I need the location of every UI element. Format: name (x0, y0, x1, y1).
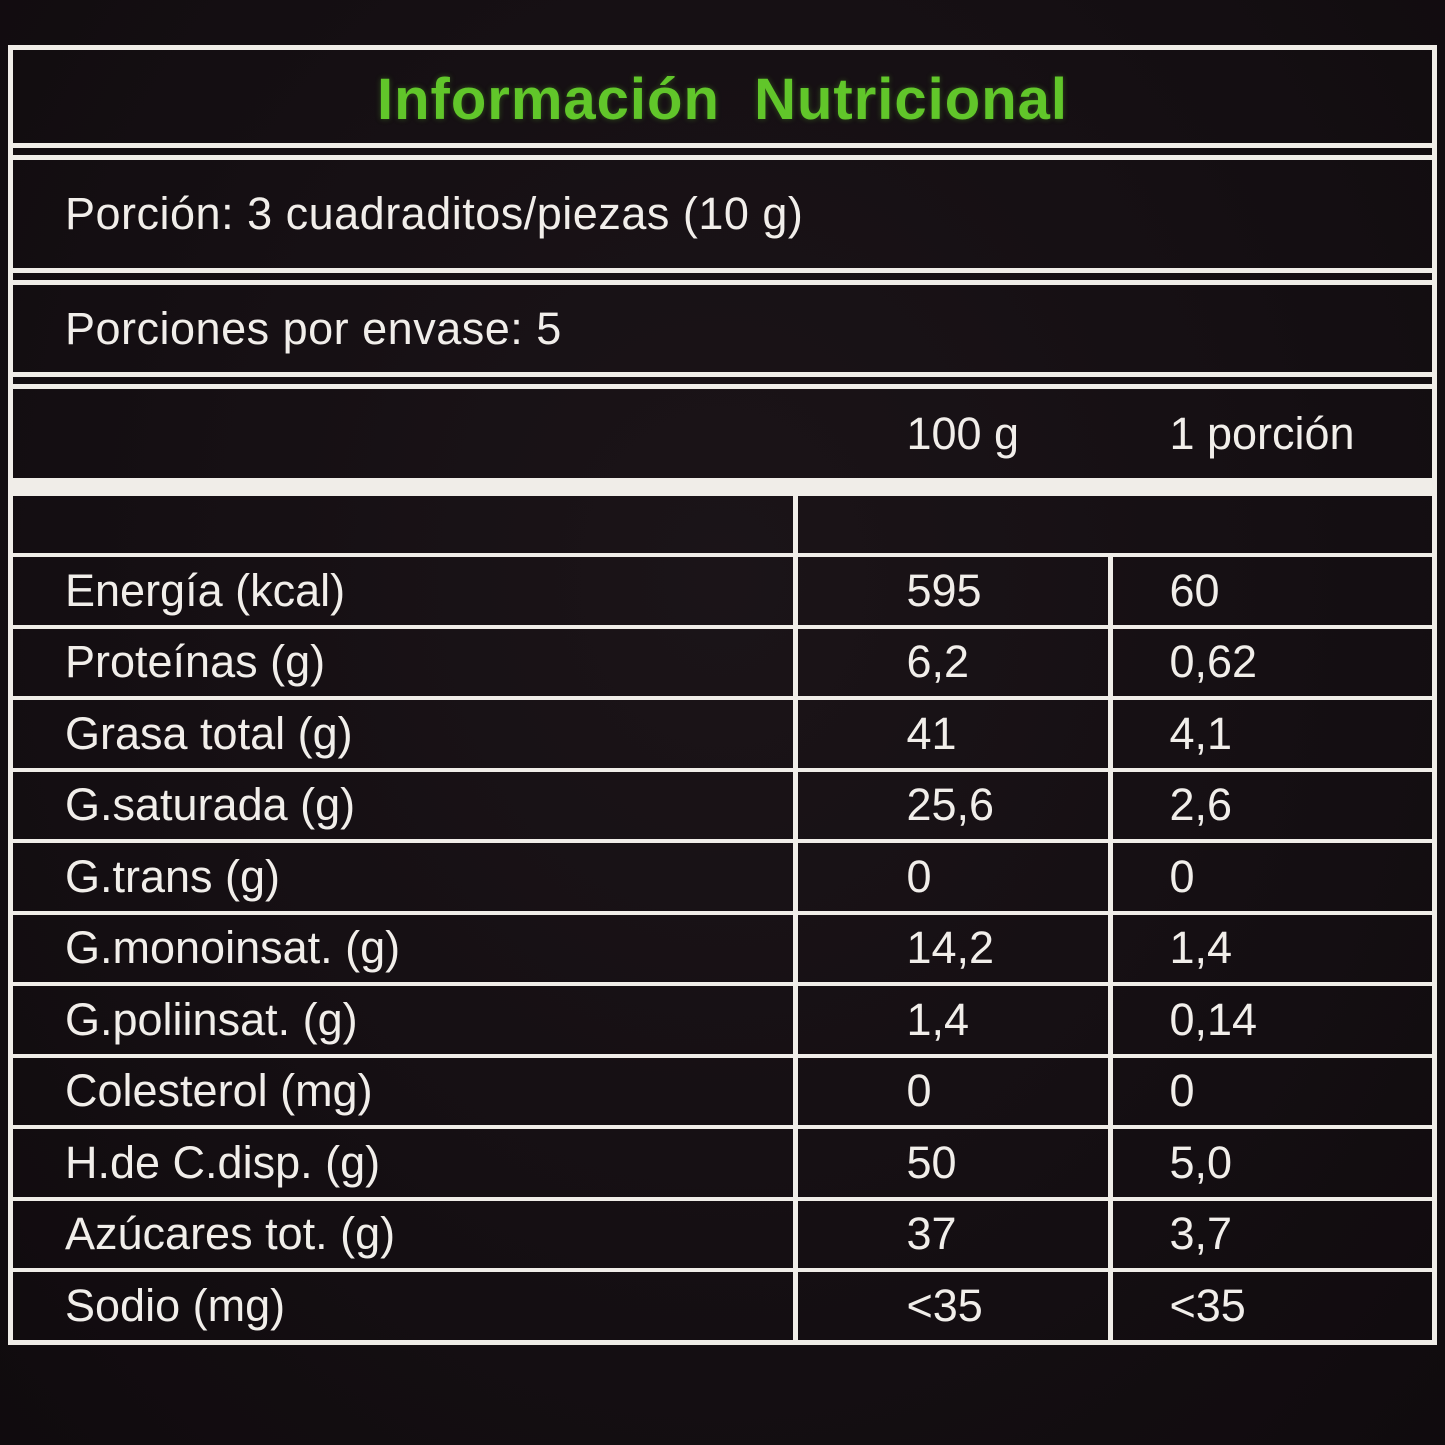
value-per-serving: 0,14 (1108, 986, 1432, 1054)
value-per-100g: 25,6 (793, 771, 1108, 839)
nutrient-label: Colesterol (mg) (65, 1065, 373, 1117)
nutrient-row: Colesterol (mg) 0 0 (13, 1053, 1432, 1125)
nutrient-row: G.trans (g) 0 0 (13, 839, 1432, 911)
nutrient-label: G.poliinsat. (g) (65, 993, 358, 1045)
header-spacer-row (13, 496, 1432, 553)
divider-under-serving (13, 268, 1432, 285)
value-per-100g: 6,2 (793, 628, 1108, 696)
nutrient-label: Azúcares tot. (g) (65, 1208, 396, 1260)
serving-size-text: Porción: 3 cuadraditos/piezas (10 g) (65, 188, 804, 239)
value-per-100g: <35 (793, 1272, 1108, 1340)
nutrient-row: G.poliinsat. (g) 1,4 0,14 (13, 982, 1432, 1054)
nutrient-label: G.saturada (g) (65, 779, 356, 831)
servings-per-container-text: Porciones por envase: 5 (65, 302, 562, 354)
value-per-serving: 3,7 (1108, 1200, 1432, 1268)
value-per-100g: 595 (793, 557, 1108, 625)
column-header-empty (13, 389, 793, 478)
nutrient-label: G.monoinsat. (g) (65, 922, 401, 974)
value-per-100g: 37 (793, 1200, 1108, 1268)
value-per-serving: 0 (1108, 1057, 1432, 1125)
nutrient-row: H.de C.disp. (g) 50 5,0 (13, 1125, 1432, 1197)
value-per-100g: 14,2 (793, 914, 1108, 982)
nutrient-row: G.saturada (g) 25,6 2,6 (13, 767, 1432, 839)
divider-under-servings (13, 372, 1432, 389)
value-per-serving: 5,0 (1108, 1129, 1432, 1197)
panel-title: Información Nutricional (376, 67, 1069, 132)
value-per-100g: 41 (793, 700, 1108, 768)
column-header-porcion: 1 porción (1169, 407, 1355, 459)
value-per-serving: 1,4 (1108, 914, 1432, 982)
nutrient-table: Energía (kcal) 595 60 Proteínas (g) 6,2 … (13, 553, 1432, 1340)
nutrient-label: Proteínas (g) (65, 636, 326, 688)
value-per-100g: 1,4 (793, 986, 1108, 1054)
divider-under-title (13, 143, 1432, 160)
value-per-serving: 2,6 (1108, 771, 1432, 839)
nutrition-facts-panel: Información Nutricional Porción: 3 cuadr… (8, 45, 1437, 1345)
value-per-100g: 0 (793, 1057, 1108, 1125)
nutrient-label: G.trans (g) (65, 850, 281, 902)
nutrient-row: Energía (kcal) 595 60 (13, 553, 1432, 625)
thick-divider (13, 478, 1432, 496)
nutrient-label: Grasa total (g) (65, 707, 353, 759)
nutrient-row: Azúcares tot. (g) 37 3,7 (13, 1196, 1432, 1268)
nutrient-label: Energía (kcal) (65, 564, 346, 616)
value-per-100g: 50 (793, 1129, 1108, 1197)
nutrient-label: H.de C.disp. (g) (65, 1136, 381, 1188)
nutrient-row: Grasa total (g) 41 4,1 (13, 696, 1432, 768)
value-per-serving: 0,62 (1108, 628, 1432, 696)
value-per-serving: <35 (1108, 1272, 1432, 1340)
column-header-row: 100 g 1 porción (13, 389, 1432, 478)
nutrient-label: Sodio (mg) (65, 1279, 286, 1331)
nutrient-row: Sodio (mg) <35 <35 (13, 1268, 1432, 1340)
nutrient-row: Proteínas (g) 6,2 0,62 (13, 624, 1432, 696)
value-per-serving: 4,1 (1108, 700, 1432, 768)
value-per-serving: 60 (1108, 557, 1432, 625)
column-header-100g: 100 g (906, 407, 1020, 459)
nutrient-row: G.monoinsat. (g) 14,2 1,4 (13, 910, 1432, 982)
value-per-serving: 0 (1108, 843, 1432, 911)
value-per-100g: 0 (793, 843, 1108, 911)
